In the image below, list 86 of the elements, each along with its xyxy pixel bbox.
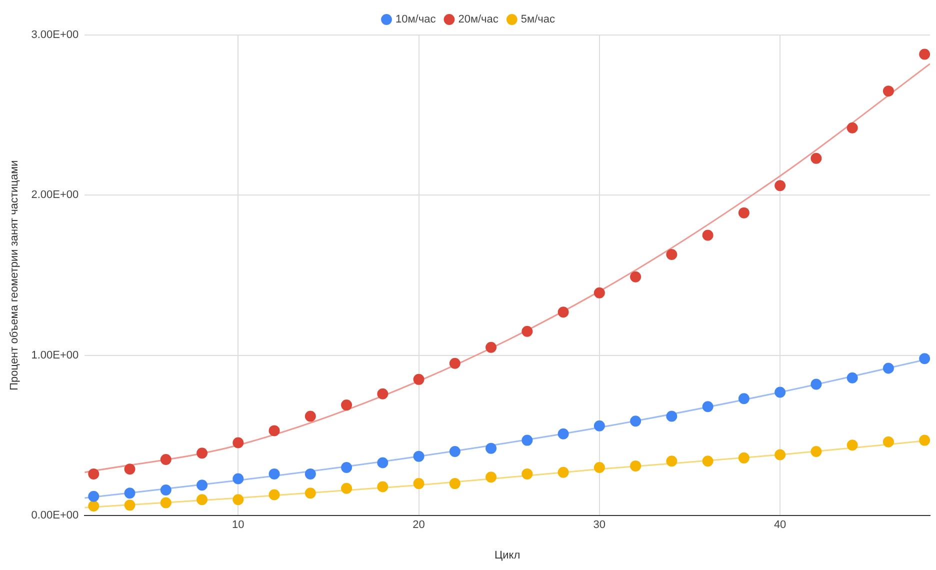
x-tick-label: 20 [412, 519, 425, 532]
point [558, 306, 569, 318]
y-tick-label: 2.00E+00 [31, 189, 79, 202]
y-tick-label: 1.00E+00 [31, 349, 79, 362]
point [449, 358, 460, 369]
point [846, 440, 858, 451]
y-tick-label: 3.00E+00 [31, 29, 79, 42]
point [304, 488, 316, 499]
point [919, 434, 930, 446]
point [774, 449, 786, 460]
y-tick-label: 0.00E+00 [31, 510, 79, 522]
point [630, 271, 642, 282]
point [486, 442, 497, 454]
point [341, 400, 352, 411]
x-tick-label: 10 [232, 519, 244, 532]
point [702, 401, 714, 412]
point [810, 152, 822, 164]
point [88, 500, 100, 512]
point [449, 446, 460, 458]
y-axis-title: Процент объема геометрии занят частицами [8, 160, 21, 390]
point [377, 457, 388, 468]
point [268, 468, 280, 480]
point [522, 468, 533, 480]
point [702, 456, 714, 467]
point [413, 478, 424, 490]
point [882, 362, 894, 374]
point [558, 466, 569, 478]
point [666, 456, 678, 467]
point [449, 478, 460, 490]
point [377, 481, 388, 492]
legend-label: 20м/час [458, 14, 499, 26]
point [232, 473, 244, 484]
point [774, 386, 786, 398]
point [558, 428, 569, 440]
point [124, 464, 136, 475]
point [413, 450, 424, 462]
point [738, 393, 750, 404]
point [196, 480, 208, 491]
line-series [84, 63, 930, 474]
point [268, 425, 280, 436]
point [702, 230, 714, 241]
point [232, 437, 244, 448]
point [919, 48, 930, 60]
x-tick-label: 40 [774, 519, 786, 532]
point [304, 410, 316, 422]
point [232, 494, 244, 506]
point [268, 489, 280, 500]
point [738, 452, 750, 464]
point [124, 500, 136, 511]
legend-label: 10м/час [396, 14, 436, 26]
legend-label: 5м/час [520, 14, 556, 26]
point [594, 462, 605, 474]
point [919, 353, 930, 364]
point [88, 490, 100, 502]
point [196, 448, 208, 459]
x-axis-title: Цикл [494, 549, 520, 562]
point [666, 248, 678, 260]
point [630, 416, 642, 427]
point [630, 460, 642, 472]
point [124, 488, 136, 499]
point [413, 374, 424, 385]
point [594, 287, 605, 298]
point [846, 372, 858, 384]
point [522, 434, 533, 446]
point [160, 497, 172, 508]
point [810, 446, 822, 458]
point [882, 86, 894, 97]
point [160, 484, 172, 496]
point [341, 462, 352, 474]
point [738, 207, 750, 218]
point [486, 472, 497, 483]
x-tick-label: 30 [593, 519, 606, 532]
point [88, 468, 100, 480]
point [846, 122, 858, 134]
point [774, 180, 786, 192]
point [377, 388, 388, 400]
point [594, 420, 605, 432]
point [666, 410, 678, 422]
point [882, 436, 894, 448]
point [160, 454, 172, 466]
point [196, 494, 208, 506]
point [810, 378, 822, 390]
point [522, 326, 533, 337]
point [486, 342, 497, 353]
point [304, 468, 316, 480]
point [341, 482, 352, 494]
